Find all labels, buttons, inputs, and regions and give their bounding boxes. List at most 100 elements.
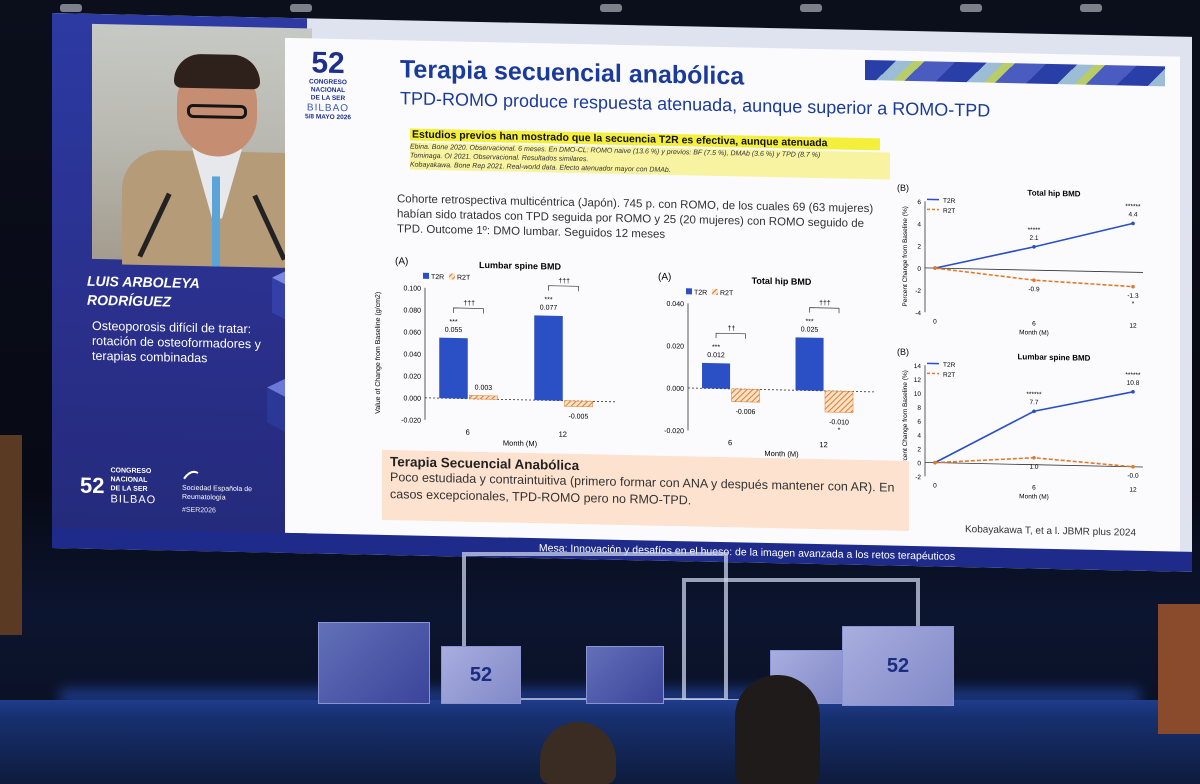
panel-label: (B) bbox=[897, 347, 909, 357]
y-tick-label: -2 bbox=[915, 288, 921, 295]
significance-label: ††† bbox=[463, 300, 475, 307]
data-point bbox=[1032, 278, 1036, 282]
data-point bbox=[1131, 221, 1135, 226]
stage-cube: 52 bbox=[441, 646, 521, 704]
y-tick-label: 4 bbox=[917, 221, 921, 228]
legend-swatch-r2t bbox=[449, 273, 455, 280]
speaker-hair bbox=[174, 53, 260, 90]
y-tick-label: 10 bbox=[914, 391, 922, 398]
logo-dates: 5/8 MAYO 2026 bbox=[304, 113, 351, 122]
bar bbox=[795, 337, 824, 391]
legend-label: T2R bbox=[943, 198, 956, 205]
decorative-stripes bbox=[865, 60, 1165, 87]
chart-title: Total hip BMD bbox=[1027, 188, 1080, 198]
point-value-label: 4.4 bbox=[1128, 211, 1137, 218]
cohort-description: Cohorte retrospectiva multicéntrica (Jap… bbox=[397, 193, 874, 241]
point-value-label: -0.0 bbox=[1127, 473, 1139, 480]
chart-lumbar-line: (B) Lumbar spine BMD T2R R2T 14 12 10 8 6 4 2 0 -2 Pe… bbox=[895, 343, 1155, 503]
bar-chart-svg: (A) Total hip BMD T2R R2T 0.040 0.020 0.000 -0.… bbox=[658, 272, 875, 459]
cube-number: 52 bbox=[469, 663, 493, 686]
y-tick-label: 14 bbox=[914, 363, 922, 370]
point-value-label: 7.7 bbox=[1029, 399, 1038, 406]
point-value-label: 1.0 bbox=[1029, 464, 1038, 471]
bar-sig-mark: *** bbox=[449, 319, 457, 326]
y-tick-label: -0.020 bbox=[664, 428, 684, 435]
bar-value-label: 0.055 bbox=[445, 327, 463, 334]
bar-value-label: 0.003 bbox=[475, 385, 493, 392]
society-logo: Sociedad Española de Reumatología #SER20… bbox=[182, 469, 252, 516]
y-tick-label: 4 bbox=[917, 433, 921, 440]
x-tick-label: 6 bbox=[728, 438, 732, 447]
talk-topic: Osteoporosis difícil de tratar: rotación… bbox=[92, 318, 261, 366]
speaker-name: LUIS ARBOLEYA RODRÍGUEZ bbox=[87, 272, 287, 314]
y-tick-label: 0.000 bbox=[403, 395, 421, 402]
bar bbox=[534, 315, 563, 401]
bar bbox=[731, 388, 760, 403]
data-point bbox=[1032, 409, 1036, 414]
x-tick-label: 6 bbox=[1032, 321, 1036, 328]
x-axis-label: Month (M) bbox=[1019, 493, 1049, 501]
y-tick-label: 6 bbox=[917, 199, 921, 206]
panel-label: (A) bbox=[395, 256, 408, 267]
bar-value-label: 0.012 bbox=[707, 352, 725, 359]
bar-value-label: 0.025 bbox=[801, 326, 819, 333]
y-tick-label: -4 bbox=[915, 310, 921, 317]
stage-cube: 52 bbox=[842, 626, 954, 706]
legend-label: R2T bbox=[720, 290, 734, 297]
cube-number: 52 bbox=[886, 654, 910, 677]
x-tick-label: 12 bbox=[1129, 323, 1137, 330]
chart-title: Lumbar spine BMD bbox=[479, 260, 561, 272]
chart-hip-line: (B) Total hip BMD T2R R2T 6 4 2 0 -2 -4 Percent Ch… bbox=[895, 179, 1155, 339]
y-tick-label: 0.060 bbox=[403, 329, 421, 336]
hashtag: #SER2026 bbox=[182, 506, 216, 515]
legend-label: R2T bbox=[457, 274, 471, 281]
x-tick-label: 6 bbox=[466, 428, 470, 437]
legend-label: T2R bbox=[943, 362, 956, 369]
bar-sig-mark: *** bbox=[805, 319, 813, 326]
bar bbox=[439, 337, 468, 399]
chart-lumbar-bar: (A) Lumbar spine BMD T2R R2T 0.100 0.080 0.060… bbox=[370, 252, 625, 452]
point-sig-mark: ****** bbox=[1125, 203, 1141, 210]
line-chart-svg: (B) Lumbar spine BMD T2R R2T 14 12 10 8 6 4 2 0 -2 Pe… bbox=[897, 347, 1143, 501]
bar-sig-mark: *** bbox=[712, 344, 720, 351]
data-point bbox=[933, 460, 937, 465]
significance-label: †† bbox=[728, 325, 736, 332]
y-tick-label: 0.080 bbox=[403, 307, 421, 314]
legend-label: T2R bbox=[431, 274, 444, 281]
y-tick-label: 0.020 bbox=[666, 343, 684, 350]
point-sig-mark: * bbox=[1132, 301, 1135, 308]
x-axis-label: Month (M) bbox=[503, 438, 538, 448]
audience-head bbox=[735, 675, 820, 784]
legend-label: R2T bbox=[943, 372, 955, 379]
y-tick-label: 0 bbox=[917, 266, 921, 273]
data-point bbox=[1032, 245, 1036, 249]
data-point bbox=[1131, 464, 1135, 469]
citation: Kobayakawa T, et a l. JBMR plus 2024 bbox=[965, 524, 1137, 539]
significance-bracket bbox=[809, 307, 840, 314]
society-name: Reumatología bbox=[182, 493, 226, 502]
y-axis-label: Value of Change from Baseline (g/cm2) bbox=[375, 292, 382, 414]
ceiling-lights bbox=[0, 0, 1200, 30]
projection-screen: LUIS ARBOLEYA RODRÍGUEZ Osteoporosis dif… bbox=[52, 13, 1192, 572]
y-tick-label: 2 bbox=[917, 244, 921, 251]
legend-label: T2R bbox=[694, 289, 707, 296]
y-tick-label: -2 bbox=[915, 474, 921, 481]
zero-line bbox=[688, 387, 875, 393]
society-logo-icon bbox=[183, 470, 199, 480]
significance-bracket bbox=[453, 307, 484, 314]
y-tick-label: 0.020 bbox=[403, 373, 421, 380]
y-tick-label: 0 bbox=[917, 460, 921, 467]
speaker-panel: LUIS ARBOLEYA RODRÍGUEZ Osteoporosis dif… bbox=[52, 13, 322, 554]
point-value-label: -0.9 bbox=[1028, 286, 1040, 293]
data-point bbox=[1032, 455, 1036, 460]
point-sig-mark: ****** bbox=[1125, 372, 1141, 379]
logo-number: 52 bbox=[311, 46, 345, 81]
y-tick-label: 0.000 bbox=[666, 386, 684, 393]
point-value-label: 2.1 bbox=[1029, 235, 1038, 242]
x-axis-label: Month (M) bbox=[1019, 329, 1049, 337]
panel-label: (A) bbox=[658, 272, 671, 283]
chart-title: Total hip BMD bbox=[752, 276, 812, 287]
point-sig-mark: ****** bbox=[1026, 391, 1042, 398]
data-point bbox=[1131, 390, 1135, 394]
series-line bbox=[934, 267, 1134, 288]
